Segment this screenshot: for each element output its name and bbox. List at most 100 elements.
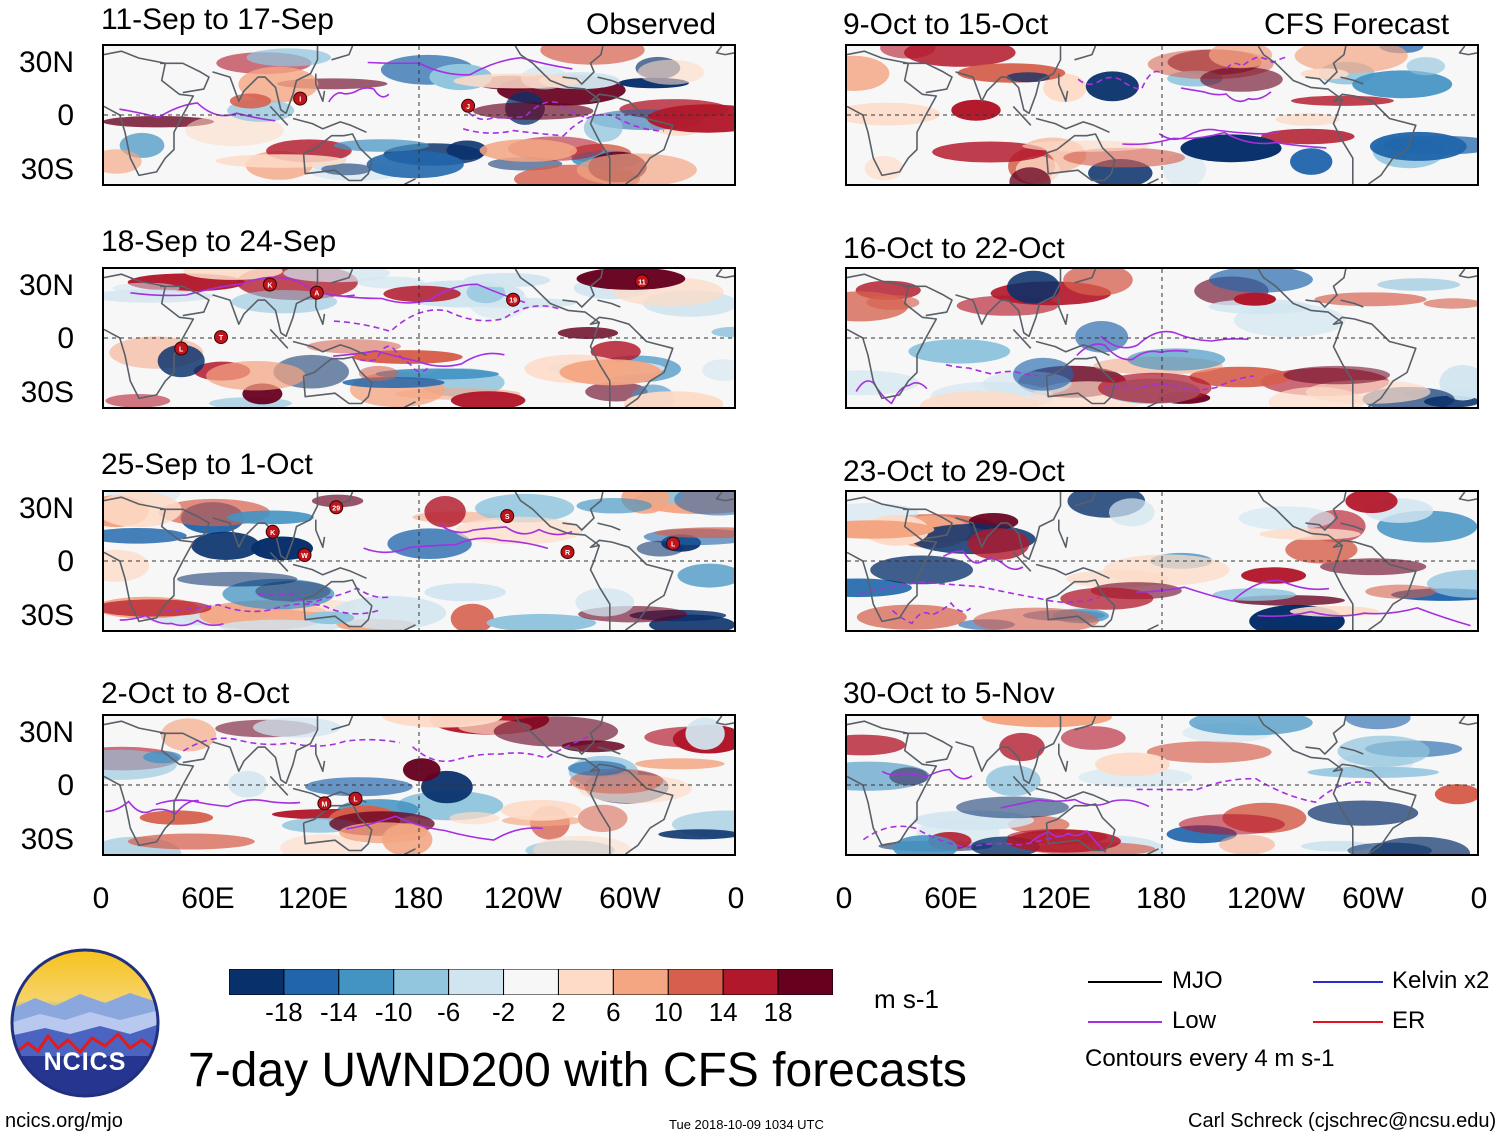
coastline xyxy=(1012,105,1032,126)
anomaly-region xyxy=(139,810,214,825)
lat-label: 0 xyxy=(57,322,74,355)
low-frequency-contour xyxy=(1136,777,1376,804)
anomaly-region xyxy=(333,139,429,152)
coastline xyxy=(104,496,195,623)
anomaly-region xyxy=(486,613,597,630)
anomaly-region xyxy=(226,510,314,525)
wind-anomaly-map: 29 K L W R S xyxy=(104,492,734,630)
coastline xyxy=(403,401,416,407)
panel-title-obs-2: 18-Sep to 24-Sep xyxy=(101,225,337,258)
anomaly-region xyxy=(847,102,940,126)
wind-anomaly-map xyxy=(847,46,1477,184)
anomaly-region xyxy=(387,528,472,559)
lat-label: 30S xyxy=(20,376,74,409)
anomaly-region xyxy=(382,716,503,728)
anomaly-region xyxy=(1285,535,1358,564)
anomaly-region xyxy=(1434,784,1477,805)
coastline xyxy=(1012,775,1032,796)
colorbar-tick-label: 6 xyxy=(606,997,621,1027)
low-frequency-contour xyxy=(1225,55,1289,70)
anomaly-region xyxy=(932,141,1048,163)
colorbar xyxy=(229,969,833,995)
coastline xyxy=(1058,519,1069,549)
coastline xyxy=(1045,133,1116,182)
coastline xyxy=(1058,296,1069,326)
low-frequency-contour xyxy=(862,825,1073,849)
colorbar-swatch xyxy=(283,969,340,995)
coastline xyxy=(1340,76,1364,85)
anomaly-region xyxy=(575,588,635,617)
anomaly-region xyxy=(533,835,631,854)
anomaly-region xyxy=(973,607,1099,630)
coastline xyxy=(1035,117,1110,134)
lat-label: 30S xyxy=(20,153,74,186)
anomaly-region xyxy=(464,273,551,288)
coastline xyxy=(955,269,1062,338)
legend-label-low: Low xyxy=(1172,1007,1217,1034)
lon-label: 0 xyxy=(1470,882,1488,915)
coastline xyxy=(847,496,938,623)
low-frequency-contour xyxy=(328,87,390,103)
wind-anomaly-map: LM xyxy=(104,716,734,854)
coastline xyxy=(1458,492,1477,502)
anomaly-region xyxy=(685,717,725,750)
anomaly-region xyxy=(1180,134,1282,163)
coastline xyxy=(292,563,367,580)
coastline xyxy=(955,492,1062,561)
low-frequency-contour xyxy=(1122,131,1327,149)
anomaly-region xyxy=(1208,299,1312,315)
low-frequency-contour xyxy=(155,799,301,808)
anomaly-region xyxy=(1022,140,1149,152)
anomaly-region xyxy=(366,150,464,179)
anomaly-region xyxy=(219,619,339,630)
coastline xyxy=(1257,716,1417,854)
coastline xyxy=(562,716,604,755)
anomaly-region xyxy=(847,520,935,539)
storm-marker: L xyxy=(348,791,363,806)
low-frequency-contour xyxy=(859,581,1101,604)
colorbar-swatch xyxy=(612,969,669,995)
coastline xyxy=(1305,492,1347,531)
anomaly-region xyxy=(424,583,506,602)
anomaly-region xyxy=(1347,842,1432,854)
anomaly-region xyxy=(1127,348,1226,371)
coastline xyxy=(1058,743,1069,773)
anomaly-region xyxy=(908,339,1011,364)
coastline xyxy=(292,117,367,134)
anomaly-region xyxy=(1320,558,1427,576)
storm-marker: L xyxy=(174,341,189,356)
anomaly-region xyxy=(283,269,391,283)
wind-anomaly-map xyxy=(847,492,1477,630)
low-frequency-contour xyxy=(1000,798,1150,809)
anomaly-region xyxy=(402,758,441,782)
colorbar-swatch xyxy=(667,969,724,995)
anomaly-region xyxy=(1238,506,1335,530)
storm-label: M xyxy=(321,801,327,808)
anomaly-region xyxy=(1345,716,1411,730)
lon-label: 60E xyxy=(181,882,235,915)
storm-label: 11 xyxy=(638,279,646,286)
lat-label: 30N xyxy=(18,46,74,79)
colorbar-tick-label: 10 xyxy=(653,997,683,1027)
anomaly-region xyxy=(702,359,734,381)
anomaly-region xyxy=(557,327,619,339)
coastline xyxy=(1257,492,1417,630)
panel-title-obs-1: 11-Sep to 17-Sep xyxy=(101,3,334,36)
coastline xyxy=(212,492,319,561)
colorbar-swatch xyxy=(338,969,395,995)
coastline xyxy=(1074,492,1097,507)
storm-label: L xyxy=(353,797,358,804)
storm-label: L xyxy=(179,347,184,354)
map-panel-obs-2: A T 19 L 11 K xyxy=(102,267,736,409)
anomaly-region xyxy=(1063,147,1186,168)
colorbar-swatch xyxy=(557,969,614,995)
panel-title-fc-3: 23-Oct to 29-Oct xyxy=(843,455,1065,488)
coastline xyxy=(589,545,611,630)
anomaly-region xyxy=(450,603,494,630)
coastline xyxy=(160,732,210,764)
anomaly-region xyxy=(1178,814,1285,835)
lon-label: 60E xyxy=(924,882,978,915)
coastline xyxy=(1074,269,1097,284)
coastline xyxy=(847,720,938,847)
coastline xyxy=(1340,299,1364,308)
